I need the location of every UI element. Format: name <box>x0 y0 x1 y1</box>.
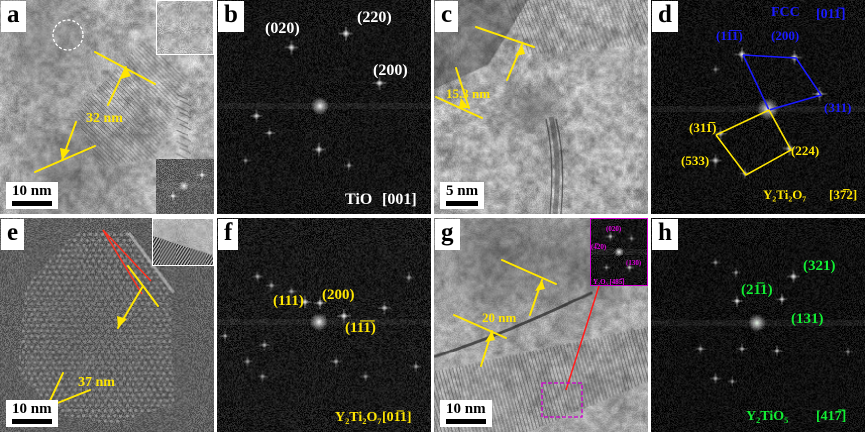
svg-text:(11̅1̅): (11̅1̅) <box>345 320 376 336</box>
svg-text:(321): (321) <box>803 258 836 274</box>
svg-text:37 nm: 37 nm <box>78 375 115 390</box>
svg-text:[001]: [001] <box>382 191 417 208</box>
svg-text:Y₂Ti₂O₇: Y₂Ti₂O₇ <box>763 187 806 202</box>
svg-text:[417̅]: [417̅] <box>816 408 846 424</box>
svg-text:[011̅]: [011̅] <box>816 6 846 22</box>
svg-text:(111): (111) <box>273 293 304 309</box>
svg-text:(131): (131) <box>791 311 824 327</box>
svg-text:(21̅1): (21̅1) <box>741 282 773 298</box>
svg-text:20 nm: 20 nm <box>482 310 516 325</box>
svg-text:(200): (200) <box>771 28 799 43</box>
svg-text:(220): (220) <box>357 9 392 26</box>
svg-text:(130): (130) <box>626 259 642 267</box>
svg-text:(020): (020) <box>606 225 622 233</box>
svg-text:32 nm: 32 nm <box>86 111 123 126</box>
svg-text:(200): (200) <box>373 62 408 79</box>
svg-text:FCC: FCC <box>771 5 800 20</box>
svg-text:(311): (311) <box>824 100 851 115</box>
svg-text:[01̅1]: [01̅1] <box>382 409 412 425</box>
svg-text:(224): (224) <box>791 143 819 158</box>
svg-text:(200): (200) <box>322 287 355 303</box>
svg-text:Y₂O₃ [485̅]: Y₂O₃ [485̅] <box>593 278 625 286</box>
svg-text:TiO: TiO <box>345 191 372 208</box>
svg-text:15.3 nm: 15.3 nm <box>446 86 490 101</box>
svg-text:(311̅): (311̅) <box>689 120 716 135</box>
svg-text:Y₂Ti₂O₇: Y₂Ti₂O₇ <box>335 410 382 425</box>
svg-text:Y₂TiO₅: Y₂TiO₅ <box>746 409 788 424</box>
svg-text:(533): (533) <box>681 153 709 168</box>
svg-text:(020): (020) <box>265 20 300 37</box>
svg-text:[37̅2]: [37̅2] <box>829 187 857 202</box>
svg-text:(4̅20): (4̅20) <box>591 243 607 251</box>
svg-text:(11̅1̅): (11̅1̅) <box>716 28 743 43</box>
